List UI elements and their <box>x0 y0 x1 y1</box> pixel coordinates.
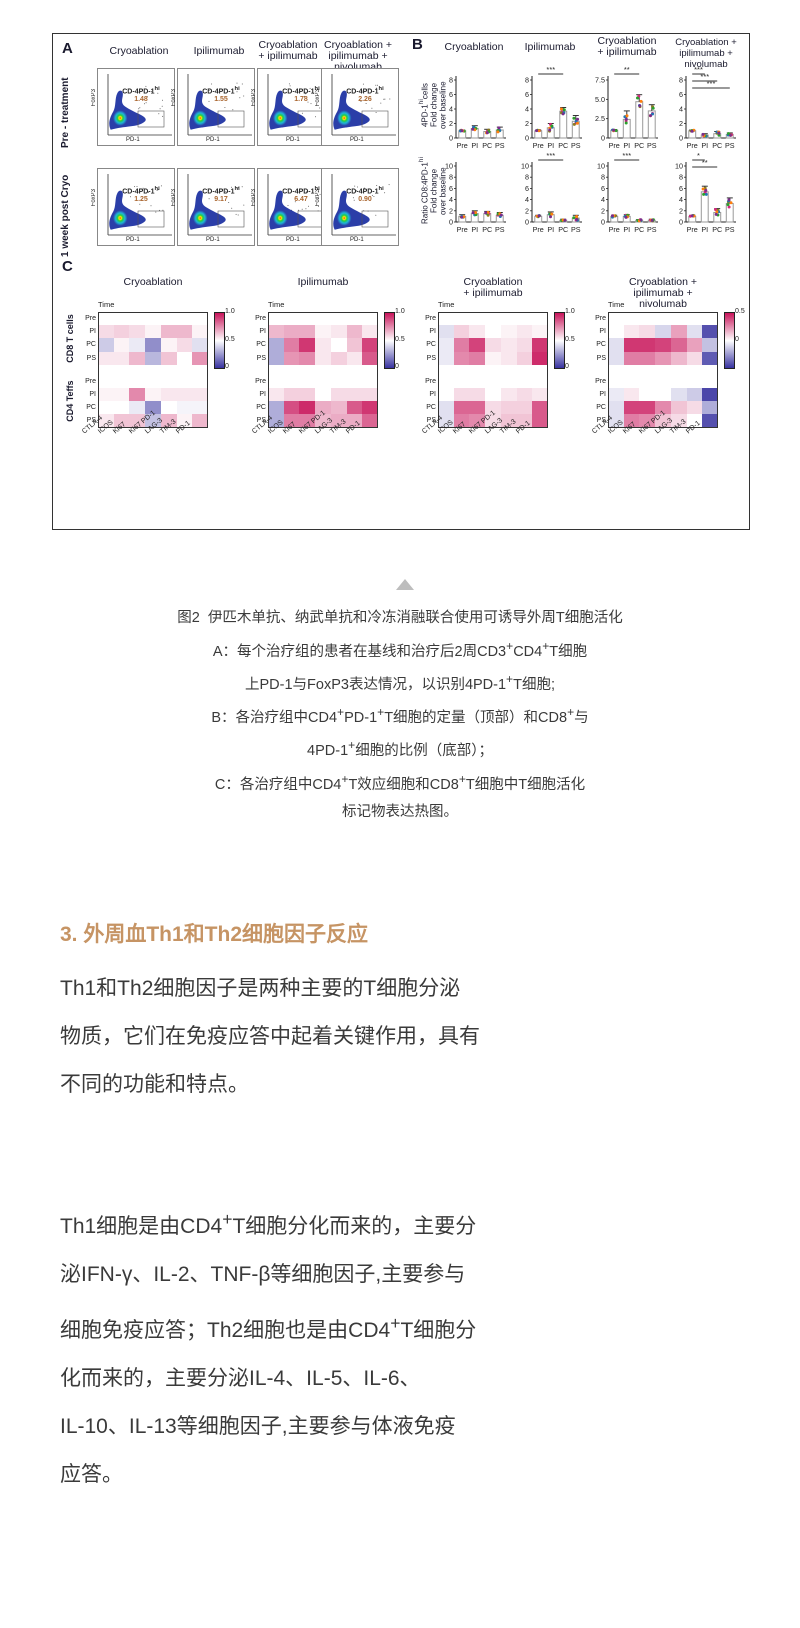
svg-text:8: 8 <box>679 76 683 85</box>
svg-text:2: 2 <box>449 206 453 215</box>
svg-text:0: 0 <box>601 218 605 227</box>
svg-text:PC: PC <box>712 225 722 234</box>
svg-text:6: 6 <box>449 184 453 193</box>
svg-text:***: *** <box>546 65 555 74</box>
svg-text:***: *** <box>707 79 716 88</box>
svg-text:0: 0 <box>449 218 453 227</box>
svg-text:4: 4 <box>525 195 529 204</box>
svg-text:PS: PS <box>647 225 657 234</box>
svg-text:8: 8 <box>449 76 453 85</box>
svg-text:0: 0 <box>679 134 683 143</box>
svg-text:PI: PI <box>701 225 708 234</box>
svg-text:2: 2 <box>525 206 529 215</box>
svg-text:10: 10 <box>597 162 605 171</box>
svg-text:0: 0 <box>449 134 453 143</box>
svg-text:PI: PI <box>471 225 478 234</box>
svg-text:0: 0 <box>525 134 529 143</box>
svg-text:2: 2 <box>679 119 683 128</box>
svg-text:8: 8 <box>449 173 453 182</box>
svg-text:4: 4 <box>525 105 529 114</box>
svg-text:Pre: Pre <box>609 225 620 234</box>
svg-text:8: 8 <box>525 76 529 85</box>
svg-text:6: 6 <box>449 90 453 99</box>
svg-text:**: ** <box>624 65 630 74</box>
svg-text:6: 6 <box>679 184 683 193</box>
svg-text:6: 6 <box>525 90 529 99</box>
svg-text:6: 6 <box>525 184 529 193</box>
svg-text:PC: PC <box>634 225 644 234</box>
svg-text:8: 8 <box>601 173 605 182</box>
svg-text:PC: PC <box>558 225 568 234</box>
svg-text:PI: PI <box>547 225 554 234</box>
svg-text:4: 4 <box>449 105 453 114</box>
svg-text:4: 4 <box>679 105 683 114</box>
svg-text:2: 2 <box>601 206 605 215</box>
svg-text:6: 6 <box>679 90 683 99</box>
svg-text:5.0: 5.0 <box>595 95 605 104</box>
svg-text:Pre: Pre <box>687 225 698 234</box>
svg-text:Pre: Pre <box>533 225 544 234</box>
svg-text:0: 0 <box>679 218 683 227</box>
svg-text:PS: PS <box>725 225 735 234</box>
svg-text:8: 8 <box>679 173 683 182</box>
svg-text:8: 8 <box>525 173 529 182</box>
svg-text:***: *** <box>622 151 631 160</box>
svg-text:2: 2 <box>525 119 529 128</box>
svg-text:2.5: 2.5 <box>595 114 605 123</box>
svg-text:4: 4 <box>449 195 453 204</box>
svg-text:2: 2 <box>679 206 683 215</box>
svg-text:PI: PI <box>623 225 630 234</box>
svg-text:4: 4 <box>601 195 605 204</box>
svg-text:Pre: Pre <box>457 225 468 234</box>
svg-text:PS: PS <box>495 225 505 234</box>
svg-text:*: * <box>697 151 700 160</box>
svg-text:2: 2 <box>449 119 453 128</box>
svg-text:0: 0 <box>601 134 605 143</box>
svg-text:4: 4 <box>679 195 683 204</box>
svg-text:7.5: 7.5 <box>595 76 605 85</box>
svg-text:0: 0 <box>525 218 529 227</box>
svg-text:6: 6 <box>601 184 605 193</box>
svg-text:**: ** <box>702 158 708 167</box>
svg-text:10: 10 <box>445 162 453 171</box>
svg-text:PC: PC <box>482 225 492 234</box>
svg-text:***: *** <box>546 151 555 160</box>
svg-text:PS: PS <box>571 225 581 234</box>
svg-text:10: 10 <box>675 162 683 171</box>
svg-text:10: 10 <box>521 162 529 171</box>
